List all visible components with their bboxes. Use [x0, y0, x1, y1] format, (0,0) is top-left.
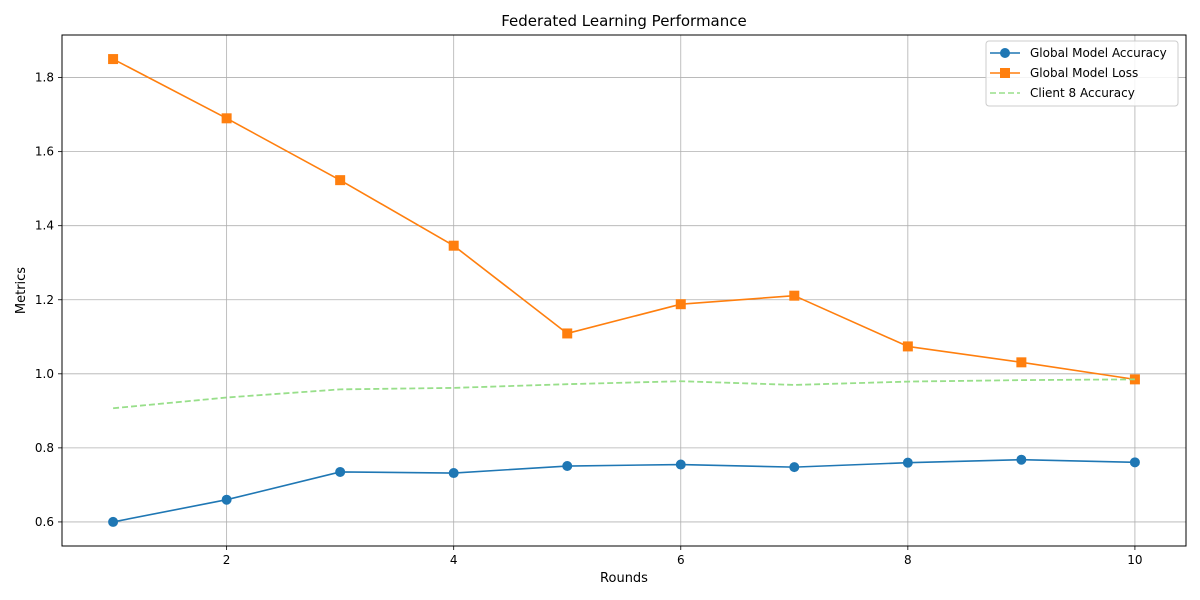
chart-title: Federated Learning Performance	[501, 12, 747, 30]
x-tick-label: 6	[677, 553, 685, 567]
data-point-global-model-accuracy	[675, 459, 686, 470]
legend-label: Client 8 Accuracy	[1030, 86, 1135, 100]
x-tick-label: 4	[450, 553, 458, 567]
legend-marker-global-model-accuracy	[1000, 48, 1010, 58]
series-group	[108, 54, 1140, 527]
data-point-global-model-accuracy	[789, 462, 800, 473]
y-tick-label: 1.0	[35, 367, 54, 381]
legend-item: Client 8 Accuracy	[990, 86, 1135, 100]
legend-box	[985, 40, 1179, 107]
data-point-global-model-accuracy	[902, 457, 913, 468]
y-tick-label: 1.2	[35, 293, 54, 307]
y-tick-label: 1.4	[35, 219, 54, 233]
data-point-global-model-accuracy	[562, 461, 573, 472]
y-tick-label: 0.6	[35, 515, 54, 529]
series-global-model-accuracy	[108, 454, 1140, 527]
series-line-global-model-loss	[112, 58, 1136, 381]
data-point-global-model-accuracy	[448, 468, 459, 479]
y-axis-title: Metrics	[14, 267, 29, 314]
data-point-global-model-accuracy	[1016, 454, 1027, 465]
data-point-global-model-loss	[335, 175, 346, 186]
x-tick-label: 8	[904, 553, 912, 567]
y-tick-label: 0.8	[35, 441, 54, 455]
legend: Global Model Accuracy Global Model Loss Cl…	[985, 40, 1179, 107]
legend-label: Global Model Accuracy	[1030, 46, 1167, 60]
y-tick-label: 1.6	[35, 145, 54, 159]
data-point-global-model-accuracy	[108, 516, 119, 527]
data-point-global-model-loss	[902, 341, 913, 352]
data-point-global-model-loss	[221, 113, 232, 124]
x-tick-label: 10	[1127, 553, 1142, 567]
gridlines	[62, 35, 1186, 546]
data-point-global-model-loss	[1016, 357, 1027, 368]
data-point-global-model-accuracy	[1129, 457, 1140, 468]
y-tick-label: 1.8	[35, 71, 54, 85]
data-point-global-model-loss	[789, 290, 800, 301]
data-point-global-model-accuracy	[335, 466, 346, 477]
data-point-global-model-loss	[108, 54, 119, 65]
legend-marker-global-model-loss	[1000, 68, 1010, 78]
legend-label: Global Model Loss	[1030, 66, 1138, 80]
plot-area-frame	[61, 34, 1187, 547]
legend-item: Global Model Loss	[990, 66, 1138, 80]
axis-ticks: 2 4 6 8 10 0.6 0.8 1.0 1.2 1.4 1.6 1.8	[35, 71, 1143, 567]
series-line-global-model-accuracy	[112, 458, 1135, 523]
data-point-global-model-loss	[448, 240, 459, 251]
legend-item: Global Model Accuracy	[990, 46, 1167, 60]
series-global-model-loss	[108, 54, 1140, 385]
data-point-global-model-loss	[562, 328, 573, 339]
data-point-global-model-accuracy	[221, 494, 232, 505]
data-point-global-model-loss	[675, 299, 686, 310]
x-tick-label: 2	[223, 553, 231, 567]
x-axis-title: Rounds	[600, 571, 648, 586]
